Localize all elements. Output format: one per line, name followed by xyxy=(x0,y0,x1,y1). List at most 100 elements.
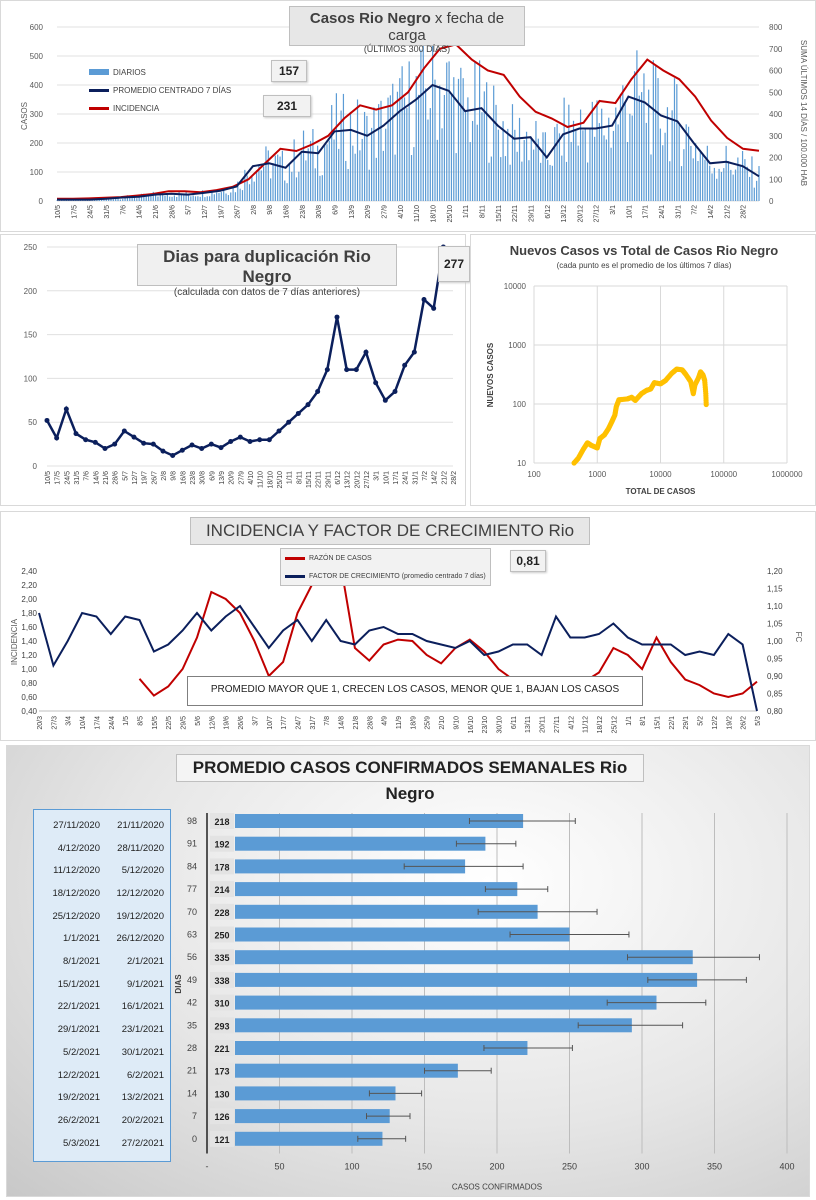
daily-bar xyxy=(436,139,438,201)
daily-bar xyxy=(476,124,478,201)
duplicacion-title: Dias para duplicación Rio Negro (calcula… xyxy=(137,244,397,298)
y-tick-label: 200 xyxy=(30,139,44,148)
daily-bar xyxy=(324,144,326,201)
daily-bar xyxy=(685,124,687,201)
data-point xyxy=(266,437,272,443)
x-tick-label: 4/10 xyxy=(398,205,405,219)
daily-bar xyxy=(145,195,147,201)
week-start-date: 23/1/2021 xyxy=(121,1024,164,1036)
x-tick-label: 15/1 xyxy=(654,716,661,730)
daily-bar xyxy=(394,154,396,201)
daily-bar xyxy=(406,108,408,201)
x-tick-label: 20/3 xyxy=(37,716,44,730)
daily-bar xyxy=(666,107,669,201)
bar xyxy=(235,1109,390,1124)
x-tick-label: 31/1 xyxy=(412,471,419,485)
daily-bar xyxy=(575,130,577,201)
daily-bar xyxy=(720,171,723,201)
bar xyxy=(235,859,466,874)
daily-bar xyxy=(157,196,159,201)
x-tick-label: 1/5 xyxy=(123,716,130,726)
date-range-row: 15/1/2021 9/1/2021 xyxy=(34,973,170,996)
x-tick-label: 29/1 xyxy=(683,716,690,730)
daily-bar xyxy=(441,128,443,201)
data-point xyxy=(257,437,263,443)
x-tick-label: 21/2 xyxy=(724,205,731,219)
daily-bar xyxy=(218,192,220,201)
data-point xyxy=(334,314,340,320)
daily-bar xyxy=(457,78,460,201)
data-point xyxy=(402,362,408,368)
y-tick-label: 1,00 xyxy=(21,665,37,674)
daily-bar xyxy=(270,178,272,201)
daily-bar xyxy=(511,104,514,201)
data-point xyxy=(218,445,224,451)
x-tick-label: 200 xyxy=(489,1162,504,1172)
daily-bar xyxy=(56,200,58,201)
daily-bar xyxy=(213,194,215,201)
duplicacion-chart-panel: 0 50 100 150 200 250 10/5 17/5 24/5 31/5 7/6 14/6 21… xyxy=(0,234,470,506)
daily-bar xyxy=(443,94,445,201)
x-tick-label: 3/1 xyxy=(610,205,617,215)
y-tick-label: 0,80 xyxy=(21,679,37,688)
daily-bar xyxy=(561,155,563,201)
week-start-date: 13/2/2021 xyxy=(121,1092,164,1104)
x-tick-label: 19/2 xyxy=(726,716,733,730)
dias-label: 98 xyxy=(187,816,197,826)
value-label-box xyxy=(210,1017,234,1034)
x-tick-label: 13/9 xyxy=(349,205,356,219)
legend-diarios: DIARIOS xyxy=(89,63,231,81)
x-tick-label: 26/2 xyxy=(741,716,748,730)
daily-bar xyxy=(399,78,401,201)
daily-bar xyxy=(363,111,366,201)
x-tick-label: 31/7 xyxy=(310,716,317,730)
daily-bar xyxy=(307,148,309,201)
value-label: 310 xyxy=(214,999,229,1009)
x-tick-label: 2/10 xyxy=(439,716,446,730)
y-axis-label: NUEVOS CASOS xyxy=(486,342,495,407)
week-end-date: 4/12/2020 xyxy=(57,842,100,854)
y2-tick-label: 0,90 xyxy=(767,672,783,681)
daily-bar xyxy=(288,164,291,201)
daily-bar xyxy=(140,193,143,201)
x-tick-label: 3/1 xyxy=(374,471,381,481)
incidencia-fc-legend: RAZÓN DE CASOS FACTOR DE CRECIMIENTO (pr… xyxy=(280,548,491,586)
daily-bar xyxy=(434,79,436,201)
daily-bar xyxy=(415,75,417,201)
daily-bar xyxy=(209,196,211,201)
y-tick-label: 0,60 xyxy=(21,693,37,702)
daily-bar xyxy=(493,85,495,201)
date-range-row: 1/1/2021 26/12/2020 xyxy=(34,928,170,951)
x-tick-label: 14/6 xyxy=(137,205,144,219)
daily-bar xyxy=(359,150,361,201)
daily-bar xyxy=(300,152,302,201)
daily-bar xyxy=(169,196,171,201)
daily-bar xyxy=(199,196,201,201)
daily-bar xyxy=(136,198,138,201)
daily-bar xyxy=(617,124,619,201)
value-label: 192 xyxy=(214,840,229,850)
daily-bar xyxy=(744,159,746,201)
date-range-row: 4/12/2020 28/11/2020 xyxy=(34,837,170,860)
x-tick-label: 24/1 xyxy=(403,471,410,485)
x-tick-label: 11/10 xyxy=(258,471,265,488)
x-tick-label: 300 xyxy=(634,1162,649,1172)
value-label: 338 xyxy=(214,976,229,986)
x-tick-label: 7/6 xyxy=(120,205,127,215)
daily-bar xyxy=(497,129,499,201)
daily-bar xyxy=(176,196,178,201)
dias-label: 28 xyxy=(187,1043,197,1053)
data-point xyxy=(228,438,234,444)
daily-bar xyxy=(657,78,659,201)
daily-bar xyxy=(143,193,145,201)
x-tick-label: 28/8 xyxy=(367,716,374,730)
x-tick-label: 10/7 xyxy=(267,716,274,730)
daily-bar xyxy=(582,130,584,201)
x-tick-label: 25/10 xyxy=(277,471,284,489)
x-tick-label: 100 xyxy=(527,470,541,479)
daily-bar xyxy=(187,194,190,201)
week-end-date: 18/12/2020 xyxy=(52,887,100,899)
x-tick-label: 22/11 xyxy=(512,205,519,222)
week-end-date: 26/2/2021 xyxy=(57,1114,100,1126)
